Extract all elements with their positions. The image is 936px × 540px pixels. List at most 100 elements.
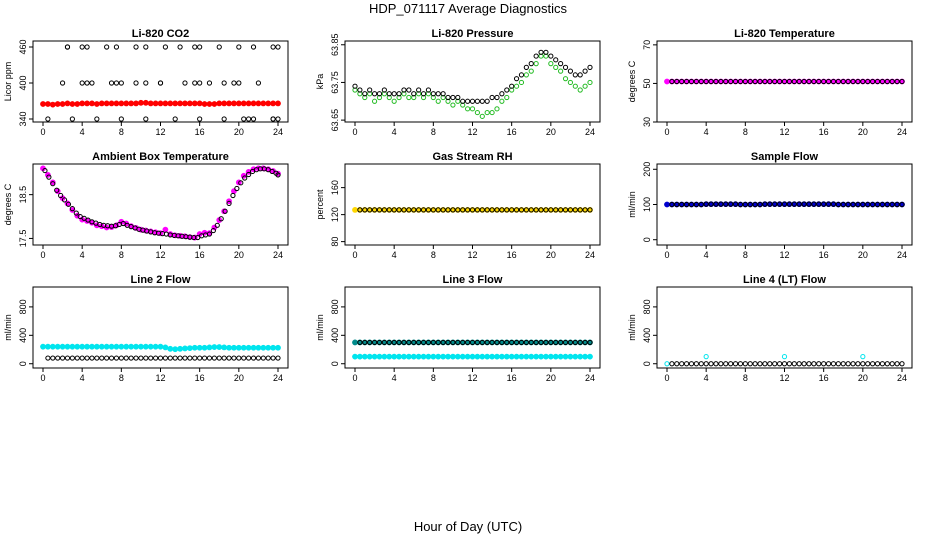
data-point xyxy=(74,101,81,107)
x-tick-label: 16 xyxy=(819,250,829,260)
data-point xyxy=(352,353,358,360)
data-point xyxy=(465,98,471,104)
data-point xyxy=(357,207,363,213)
x-tick-label: 8 xyxy=(431,127,436,137)
data-point xyxy=(801,361,807,367)
data-point xyxy=(874,201,881,208)
data-point xyxy=(40,101,46,107)
data-point xyxy=(728,201,734,207)
x-tick-label: 8 xyxy=(119,250,124,260)
data-point xyxy=(352,206,358,213)
data-point xyxy=(732,78,739,85)
data-point xyxy=(582,353,589,360)
data-point xyxy=(230,192,236,199)
data-point xyxy=(270,100,277,107)
data-point xyxy=(250,344,257,351)
data-point xyxy=(240,100,247,107)
data-point xyxy=(547,353,554,360)
data-point xyxy=(406,87,412,93)
data-point xyxy=(65,201,72,207)
data-point xyxy=(860,354,866,360)
data-point xyxy=(69,206,75,212)
x-tick-label: 24 xyxy=(897,250,907,260)
x-tick-label: 16 xyxy=(195,373,205,383)
data-point xyxy=(128,100,135,107)
x-tick-label: 8 xyxy=(743,250,748,260)
data-point xyxy=(469,339,476,346)
data-point xyxy=(708,201,714,207)
data-point xyxy=(46,174,52,180)
data-point xyxy=(210,227,216,234)
data-point xyxy=(777,78,783,85)
data-point xyxy=(484,353,491,360)
data-point xyxy=(356,353,363,360)
data-point xyxy=(562,339,569,346)
data-point xyxy=(250,44,257,50)
x-tick-label: 16 xyxy=(507,373,517,383)
y-tick-label: 120 xyxy=(330,207,340,222)
data-point xyxy=(84,80,90,86)
data-point xyxy=(499,339,505,346)
y-axis-label: ml/min xyxy=(627,314,637,341)
data-point xyxy=(231,344,237,351)
data-point xyxy=(196,100,203,107)
data-point xyxy=(777,201,783,207)
data-point xyxy=(548,207,554,213)
data-point xyxy=(221,116,227,122)
data-point xyxy=(59,343,66,350)
x-tick-label: 0 xyxy=(352,373,357,383)
data-point xyxy=(93,343,100,350)
data-point xyxy=(533,207,539,213)
data-point xyxy=(688,201,695,208)
data-point xyxy=(577,72,583,78)
data-point xyxy=(703,201,709,207)
x-tick-label: 0 xyxy=(352,250,357,260)
data-point xyxy=(553,339,559,346)
data-point xyxy=(533,53,539,59)
y-tick-label: 0 xyxy=(18,361,28,366)
data-point xyxy=(767,201,773,207)
data-point xyxy=(49,179,56,186)
data-point xyxy=(89,343,95,350)
data-point xyxy=(216,44,222,50)
data-point xyxy=(371,91,378,97)
data-point xyxy=(494,339,500,346)
data-point xyxy=(74,343,81,350)
data-point xyxy=(674,78,680,85)
data-point xyxy=(172,346,179,353)
data-point xyxy=(157,80,164,86)
data-point xyxy=(44,101,51,107)
data-point xyxy=(231,80,237,86)
x-tick-label: 24 xyxy=(585,250,595,260)
data-point xyxy=(450,94,456,101)
data-point xyxy=(430,339,436,346)
data-point xyxy=(206,344,213,351)
data-point xyxy=(523,72,529,78)
data-point xyxy=(865,201,871,208)
data-point xyxy=(226,100,232,107)
data-point xyxy=(503,353,510,360)
data-point xyxy=(352,83,358,89)
data-point xyxy=(162,355,168,361)
data-point xyxy=(791,78,797,85)
x-tick-label: 8 xyxy=(431,250,436,260)
data-point xyxy=(533,353,540,360)
panel-title: Sample Flow xyxy=(751,151,819,163)
data-point xyxy=(197,80,203,86)
data-point xyxy=(69,343,76,350)
data-point xyxy=(698,201,704,208)
data-point xyxy=(855,201,861,208)
data-point xyxy=(108,100,115,107)
data-point xyxy=(865,361,871,367)
data-point xyxy=(371,98,378,104)
data-point xyxy=(562,76,569,82)
data-point xyxy=(182,345,188,352)
data-point xyxy=(742,361,748,367)
data-point xyxy=(728,361,734,367)
data-point xyxy=(143,116,149,122)
data-point xyxy=(420,339,427,346)
data-point xyxy=(513,353,520,360)
chart-panel: Li-820 Pressure 0 4 8 12 16 20 24 63.65 63.75 63.8… xyxy=(315,28,601,137)
y-tick-label: 70 xyxy=(642,40,652,50)
data-point xyxy=(275,44,281,50)
